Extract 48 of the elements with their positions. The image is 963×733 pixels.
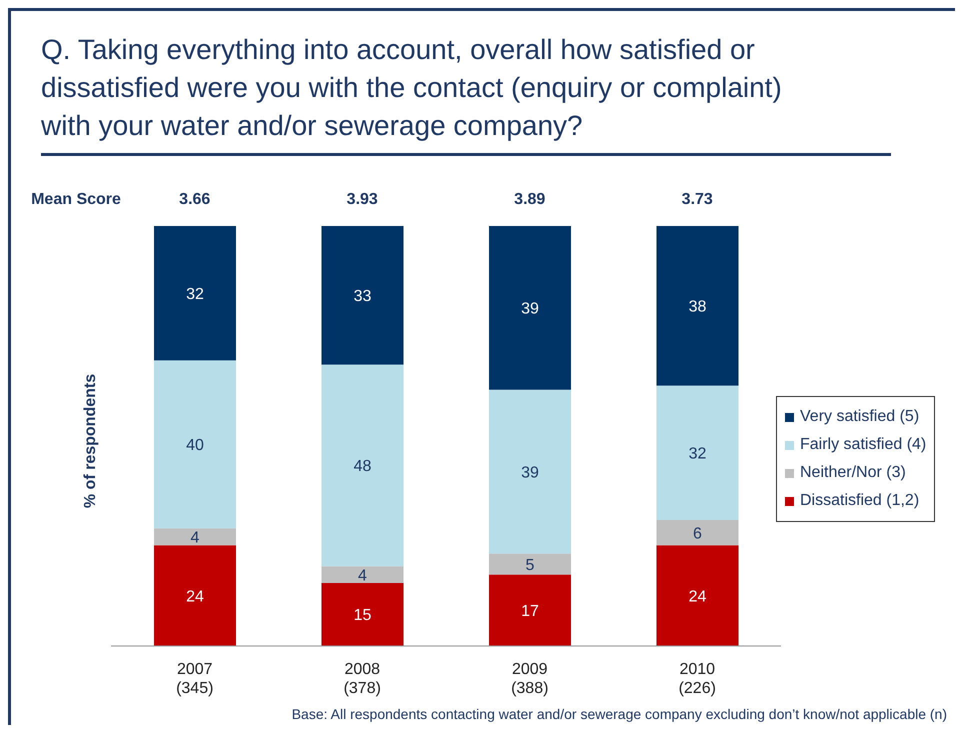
data-label: 4 — [358, 567, 368, 584]
x-tick-label: 2009 (388) — [511, 661, 548, 697]
data-label: 5 — [526, 556, 535, 574]
bar — [322, 226, 404, 365]
x-tick-label: 2010 (226) — [678, 661, 716, 697]
data-label: 24 — [688, 588, 706, 606]
bar — [489, 226, 571, 390]
text: 3.93 — [346, 191, 379, 209]
data-label: 39 — [521, 464, 539, 482]
data-label: 17 — [521, 602, 539, 620]
data-label: 48 — [354, 458, 372, 476]
legend-label: Very satisfied (5) — [800, 408, 920, 426]
text: Mean Score — [30, 191, 122, 209]
data-label: 24 — [186, 588, 204, 606]
text: 3.66 — [178, 191, 212, 209]
bar — [154, 226, 236, 360]
data-label: 32 — [186, 286, 204, 303]
bar — [322, 566, 404, 583]
y-axis-title: % of respondents — [82, 374, 100, 508]
text: 3.73 — [680, 191, 714, 209]
chart-title: Q. Taking everything into account, overall how satisfied or dissatisfied were you with the contact (enquiry or complaint) with your water and/or sewerage company? — [41, 31, 891, 156]
data-label: 39 — [521, 300, 539, 318]
bar — [489, 574, 571, 646]
text: Base: All respondents contacting water and/or sewerage company excluding don’t know/not applicable (n) — [292, 706, 947, 722]
data-label: 40 — [186, 437, 204, 454]
bar — [656, 520, 738, 546]
bar — [489, 554, 571, 575]
data-label: 15 — [354, 607, 372, 624]
data-label: 38 — [688, 298, 706, 316]
bar — [656, 226, 738, 386]
data-label: 33 — [354, 288, 372, 305]
data-label: 6 — [693, 525, 702, 542]
data-label: 32 — [688, 445, 706, 462]
bar — [656, 545, 738, 646]
legend-label: Neither/Nor (3) — [800, 464, 906, 482]
bar — [154, 528, 236, 546]
legend-label: Fairly satisfied (4) — [800, 436, 926, 454]
data-label: 4 — [190, 529, 200, 546]
text: 3.89 — [513, 191, 546, 209]
bar — [154, 360, 236, 528]
bar — [489, 390, 571, 554]
bar — [322, 583, 404, 646]
bar — [322, 364, 404, 566]
x-tick-label: 2007 (345) — [176, 661, 214, 697]
bar — [656, 386, 738, 520]
x-tick-label: 2008 (378) — [344, 661, 381, 697]
legend-label: Dissatisfied (1,2) — [800, 492, 920, 510]
bar — [154, 545, 236, 646]
